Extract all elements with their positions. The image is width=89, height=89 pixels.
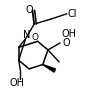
- Text: OH: OH: [62, 29, 77, 39]
- Polygon shape: [43, 65, 56, 72]
- Text: O: O: [62, 38, 70, 48]
- Text: O: O: [25, 5, 33, 15]
- Text: Cl: Cl: [67, 9, 77, 19]
- Text: O: O: [32, 33, 39, 42]
- Text: N: N: [23, 30, 30, 40]
- Text: OH: OH: [9, 78, 24, 88]
